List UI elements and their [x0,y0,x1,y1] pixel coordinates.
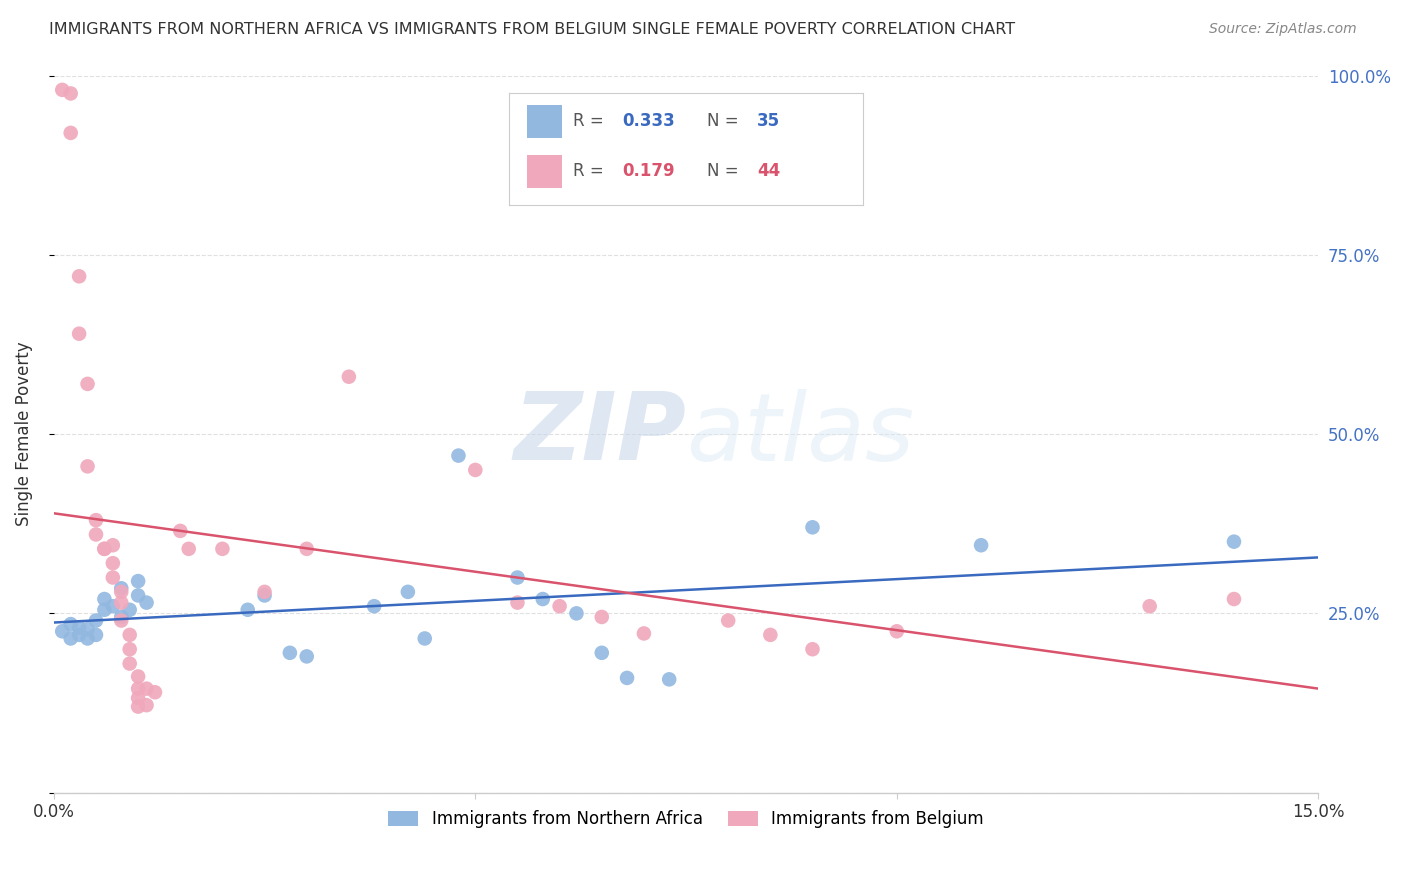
Point [101,570,124,584]
Point [76,376,98,391]
Text: atlas: atlas [686,389,914,480]
Point [363,599,385,614]
Point [278,646,301,660]
Point [135,596,157,610]
Point [135,698,157,713]
Point [633,626,655,640]
Point [101,599,124,614]
Point [84,628,107,642]
Point [295,541,318,556]
Point [658,673,681,687]
Point [253,589,276,603]
Point [506,570,529,584]
Point [76,632,98,646]
Point [118,603,141,617]
Point [886,624,908,639]
Point [110,610,132,624]
Point [118,642,141,657]
Point [253,585,276,599]
Point [295,649,318,664]
Point [591,646,613,660]
Legend: Immigrants from Northern Africa, Immigrants from Belgium: Immigrants from Northern Africa, Immigra… [382,803,990,835]
Point [84,513,107,527]
Point [531,592,554,607]
Point [59,87,82,101]
Point [337,369,360,384]
Point [616,671,638,685]
Point [59,632,82,646]
Point [93,592,115,607]
Point [84,614,107,628]
Point [84,527,107,541]
Point [127,589,149,603]
Point [464,463,486,477]
Point [110,596,132,610]
Point [169,524,191,538]
Point [236,603,259,617]
Point [143,685,166,699]
Point [127,681,149,696]
Text: Source: ZipAtlas.com: Source: ZipAtlas.com [1209,22,1357,37]
Point [127,699,149,714]
Point [1139,599,1161,614]
Point [135,681,157,696]
Point [67,269,90,284]
Point [110,614,132,628]
Text: ZIP: ZIP [513,388,686,480]
Point [118,657,141,671]
Point [759,628,782,642]
Point [801,642,824,657]
Y-axis label: Single Female Poverty: Single Female Poverty [15,342,32,526]
Point [76,459,98,474]
Point [101,556,124,570]
Point [59,617,82,632]
Point [413,632,436,646]
Point [548,599,571,614]
Point [67,326,90,341]
Point [93,603,115,617]
Point [127,691,149,706]
Point [67,628,90,642]
Point [110,585,132,599]
Point [101,538,124,552]
Point [51,624,73,639]
Point [447,449,470,463]
Point [1223,592,1246,607]
Point [1223,534,1246,549]
Point [67,621,90,635]
Point [59,126,82,140]
Point [565,607,588,621]
Point [93,541,115,556]
Point [591,610,613,624]
Text: IMMIGRANTS FROM NORTHERN AFRICA VS IMMIGRANTS FROM BELGIUM SINGLE FEMALE POVERTY: IMMIGRANTS FROM NORTHERN AFRICA VS IMMIG… [49,22,1015,37]
Point [51,83,73,97]
Point [110,581,132,595]
Point [127,669,149,683]
Point [211,541,233,556]
Point [127,574,149,588]
Point [506,596,529,610]
Point [801,520,824,534]
Point [970,538,993,552]
Point [396,585,419,599]
Point [177,541,200,556]
Point [717,614,740,628]
Point [93,541,115,556]
Point [118,628,141,642]
Point [76,622,98,636]
